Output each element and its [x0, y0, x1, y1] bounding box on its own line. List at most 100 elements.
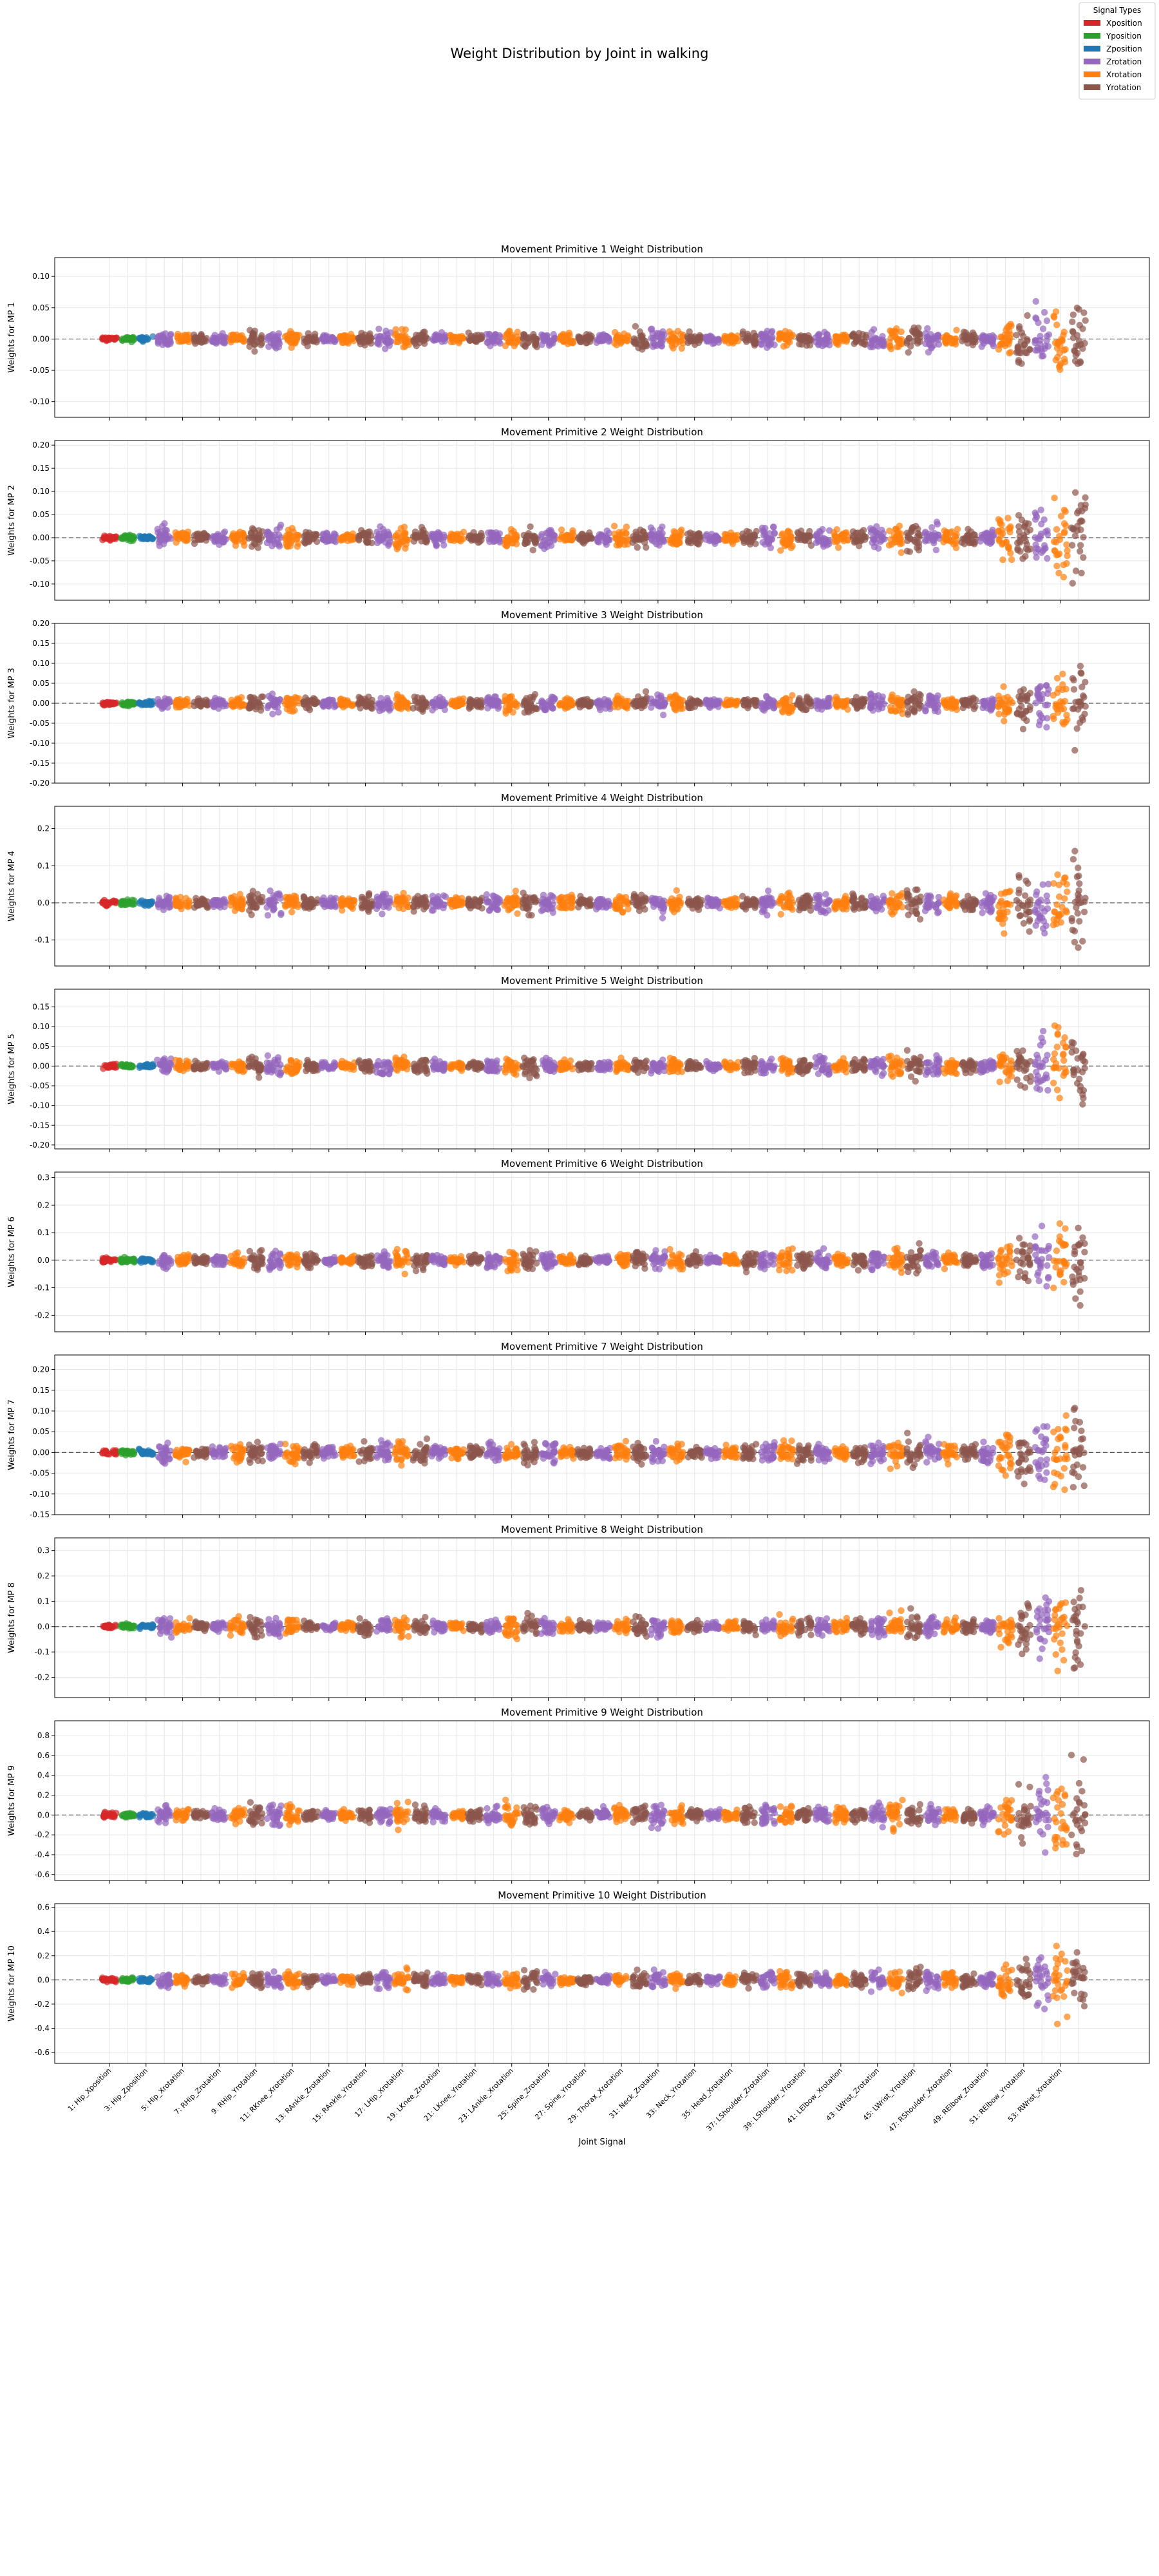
data-point — [1053, 321, 1060, 328]
data-point — [1056, 533, 1063, 540]
data-point — [932, 546, 940, 554]
data-point — [250, 694, 258, 701]
data-point — [129, 334, 136, 342]
data-point — [751, 533, 759, 541]
data-point — [349, 905, 357, 912]
data-point — [904, 537, 911, 545]
data-point — [794, 529, 801, 536]
data-point — [106, 701, 113, 708]
data-point — [1077, 663, 1084, 670]
data-point — [743, 338, 750, 345]
data-point — [921, 704, 929, 711]
data-point — [639, 346, 646, 353]
data-point — [999, 556, 1006, 564]
data-point — [215, 705, 222, 712]
data-point — [230, 702, 237, 709]
data-point — [569, 339, 577, 346]
data-point — [276, 524, 283, 531]
data-point — [1045, 331, 1053, 338]
data-point — [800, 706, 807, 714]
data-point — [173, 698, 180, 705]
data-point — [860, 527, 867, 534]
data-point — [220, 529, 227, 537]
data-point — [1053, 345, 1061, 352]
data-point — [983, 530, 991, 537]
data-point — [1079, 692, 1087, 699]
data-point — [924, 325, 931, 332]
data-point — [892, 328, 900, 336]
data-point — [1001, 717, 1008, 724]
data-point — [728, 535, 735, 542]
data-point — [343, 335, 350, 343]
data-point — [928, 531, 936, 538]
data-point — [550, 336, 558, 343]
data-point — [661, 699, 668, 707]
data-point — [269, 710, 276, 717]
data-point — [285, 534, 292, 542]
data-point — [898, 549, 905, 556]
data-point — [234, 530, 241, 538]
data-point — [410, 538, 418, 545]
data-point — [732, 335, 739, 343]
data-point — [695, 540, 702, 548]
data-point — [1063, 560, 1070, 567]
data-point — [374, 534, 382, 541]
y-tick-label: 0.10 — [32, 272, 50, 281]
data-point — [538, 542, 545, 549]
data-point — [1054, 702, 1061, 709]
data-point — [373, 340, 381, 347]
data-point — [836, 334, 843, 341]
data-point — [311, 531, 318, 538]
data-point — [677, 701, 684, 708]
data-point — [1044, 554, 1051, 562]
data-point — [849, 332, 856, 339]
data-point — [231, 332, 238, 339]
data-point — [211, 697, 218, 705]
data-point — [988, 705, 995, 712]
data-point — [250, 526, 258, 533]
data-point — [395, 698, 402, 706]
data-point — [650, 335, 657, 342]
data-point — [246, 702, 254, 709]
data-point — [249, 329, 256, 337]
data-point — [948, 339, 956, 346]
data-point — [264, 912, 272, 919]
data-point — [429, 531, 437, 538]
data-point — [867, 700, 874, 708]
data-point — [1041, 542, 1048, 549]
legend-title: Signal Types — [1093, 6, 1142, 15]
data-point — [695, 531, 703, 539]
data-point — [1077, 542, 1084, 549]
data-point — [1073, 725, 1080, 732]
legend-swatch — [1084, 33, 1100, 39]
data-point — [1016, 325, 1023, 332]
data-point — [507, 526, 515, 533]
data-point — [472, 332, 479, 339]
data-point — [678, 345, 686, 352]
y-tick-label: -0.10 — [30, 397, 50, 406]
data-point — [996, 699, 1003, 706]
data-point — [289, 708, 296, 715]
data-point — [715, 336, 722, 343]
data-point — [238, 905, 245, 913]
data-point — [522, 698, 529, 705]
data-point — [1015, 349, 1022, 356]
data-point — [1050, 538, 1058, 545]
data-point — [1060, 520, 1068, 527]
data-point — [513, 536, 520, 544]
y-tick-label: 0.10 — [32, 487, 50, 496]
data-point — [501, 697, 509, 705]
data-point — [400, 524, 408, 531]
data-point — [834, 544, 842, 551]
data-point — [240, 898, 247, 906]
data-point — [365, 693, 372, 701]
data-point — [551, 535, 558, 542]
data-point — [272, 697, 279, 705]
legend-swatch — [1084, 20, 1100, 26]
data-point — [1077, 517, 1085, 524]
y-tick-label: -0.05 — [30, 556, 50, 565]
data-point — [904, 711, 912, 718]
data-point — [858, 338, 865, 346]
data-point — [288, 909, 296, 916]
data-point — [903, 337, 911, 345]
